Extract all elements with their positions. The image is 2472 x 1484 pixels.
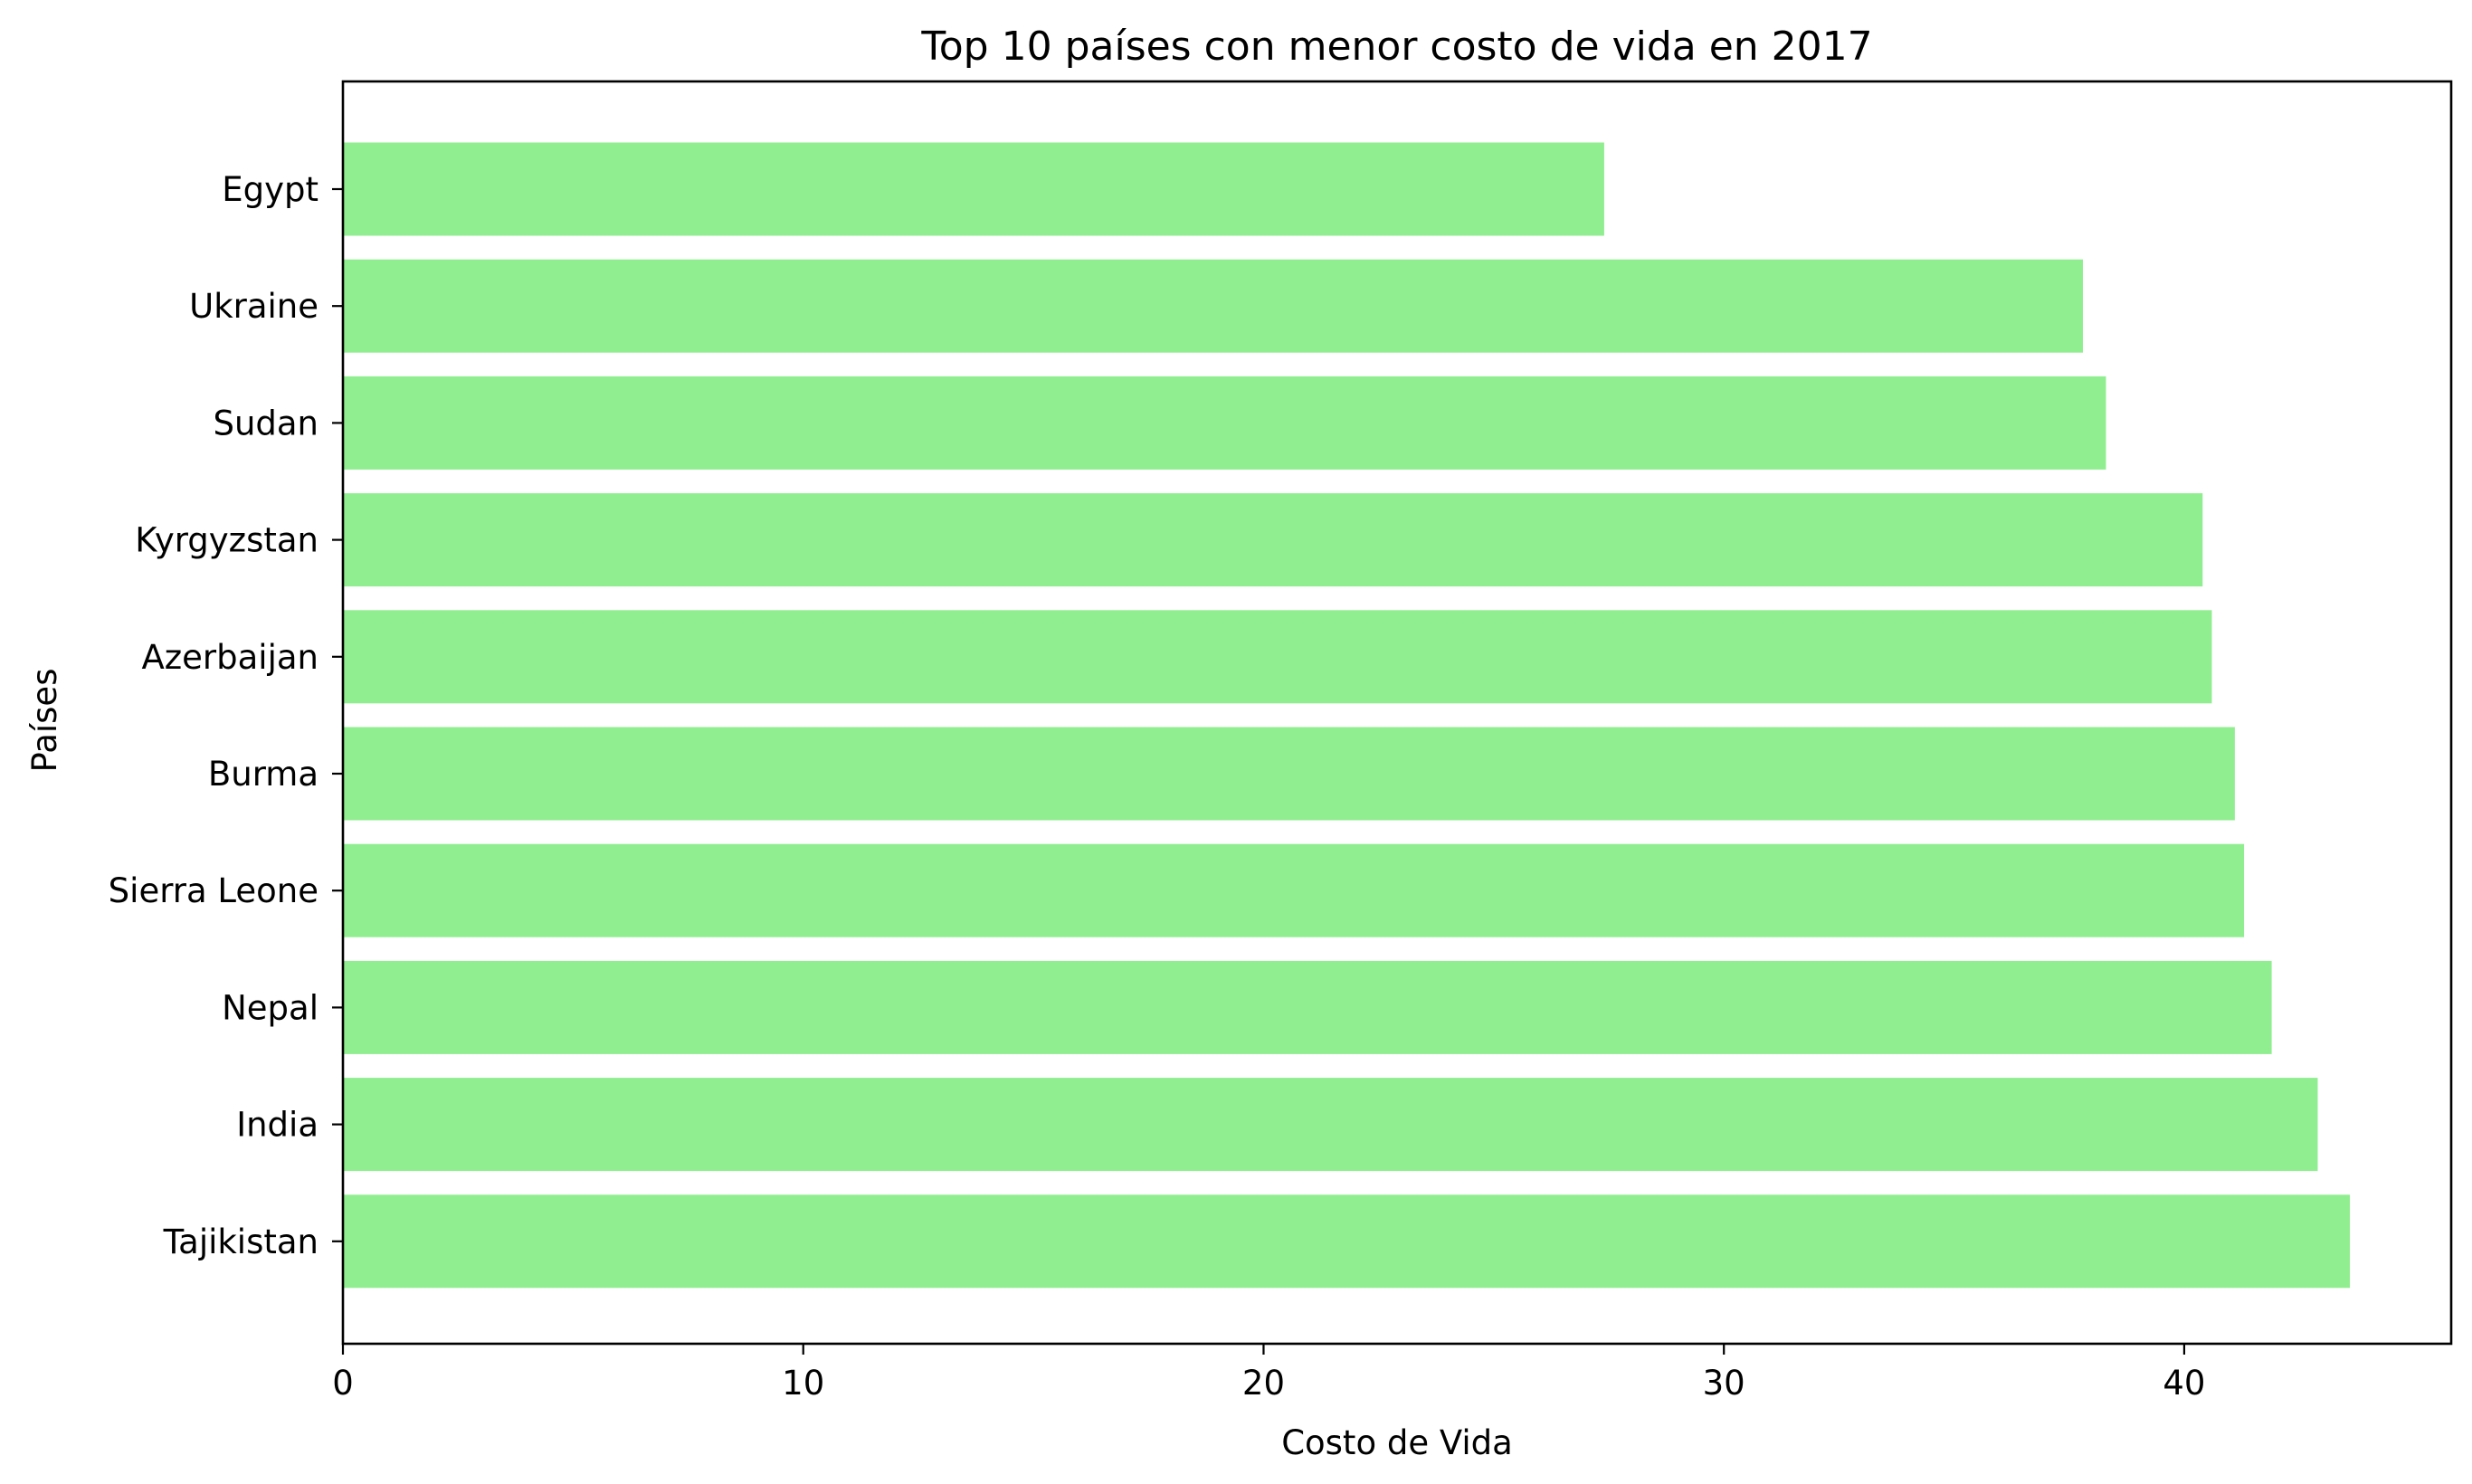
bar-india — [343, 1078, 2318, 1172]
y-tick-label-kyrgyzstan: Kyrgyzstan — [135, 521, 319, 560]
x-tick-label-10: 10 — [782, 1364, 824, 1403]
y-tick-label-nepal: Nepal — [222, 988, 319, 1027]
y-tick-label-sierra-leone: Sierra Leone — [109, 871, 319, 910]
y-tick-label-ukraine: Ukraine — [189, 287, 319, 326]
bar-burma — [343, 727, 2235, 821]
x-axis: 0 10 20 30 40 — [332, 1344, 2205, 1403]
y-axis-label: Países — [25, 669, 64, 773]
x-tick-label-20: 20 — [1242, 1364, 1285, 1403]
y-tick-label-tajikistan: Tajikistan — [163, 1222, 319, 1261]
y-tick-label-sudan: Sudan — [213, 404, 319, 442]
chart-title: Top 10 países con menor costo de vida en… — [920, 24, 1872, 70]
y-axis: Egypt Ukraine Sudan Kyrgyzstan Azerbaijan Bur… — [109, 170, 343, 1261]
bar-tajikistan — [343, 1194, 2351, 1289]
y-tick-label-burma: Burma — [208, 755, 319, 794]
bar-sudan — [343, 376, 2106, 470]
bar-egypt — [343, 142, 1604, 236]
y-tick-label-azerbaijan: Azerbaijan — [141, 638, 319, 677]
x-tick-label-30: 30 — [1703, 1364, 1745, 1403]
bar-kyrgyzstan — [343, 493, 2203, 587]
y-tick-label-india: India — [236, 1106, 319, 1145]
bar-sierra-leone — [343, 843, 2245, 937]
y-tick-label-egypt: Egypt — [222, 170, 319, 209]
bar-ukraine — [343, 259, 2084, 353]
x-tick-label-0: 0 — [332, 1364, 354, 1403]
bars-layer — [343, 142, 2351, 1289]
bar-nepal — [343, 960, 2272, 1054]
x-tick-label-40: 40 — [2163, 1364, 2205, 1403]
bar-azerbaijan — [343, 610, 2212, 704]
plot-frame — [341, 80, 2453, 1346]
x-axis-label: Costo de Vida — [1281, 1423, 1513, 1462]
